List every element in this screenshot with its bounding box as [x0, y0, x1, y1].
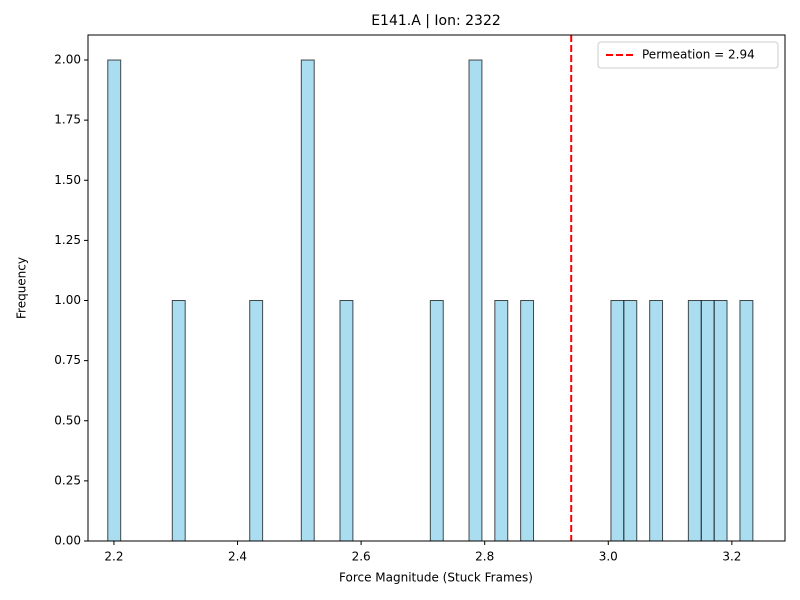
plot-frame — [87, 34, 786, 542]
bar — [649, 300, 664, 542]
bar — [610, 300, 625, 542]
bar — [468, 59, 483, 542]
bar — [687, 300, 702, 542]
x-tick-label: 2.8 — [475, 550, 494, 564]
legend-label: Permeation = 2.94 — [642, 48, 755, 62]
x-tick-label: 2.4 — [228, 550, 247, 564]
x-tick-label: 2.6 — [352, 550, 371, 564]
y-tick-label: 1.25 — [54, 233, 81, 247]
bar — [249, 300, 264, 542]
bar — [171, 300, 186, 542]
x-tick-label: 2.2 — [104, 550, 123, 564]
x-axis-label: Force Magnitude (Stuck Frames) — [339, 571, 533, 585]
x-tick-label: 3.0 — [599, 550, 618, 564]
bar — [494, 300, 509, 542]
y-tick-label: 0.50 — [54, 413, 81, 427]
y-axis-label: Frequency — [15, 257, 29, 319]
bar — [339, 300, 354, 542]
legend-box — [597, 41, 779, 69]
bar — [107, 59, 122, 542]
bar — [739, 300, 754, 542]
bar — [713, 300, 728, 542]
bar — [520, 300, 535, 542]
y-tick-label: 0.75 — [54, 353, 81, 367]
bar — [429, 300, 444, 542]
y-tick-label: 1.00 — [54, 293, 81, 307]
bar — [300, 59, 315, 542]
bar — [700, 300, 715, 542]
y-tick-label: 0.25 — [54, 473, 81, 487]
bar — [623, 300, 638, 542]
y-tick-label: 2.00 — [54, 53, 81, 67]
y-tick-label: 1.50 — [54, 173, 81, 187]
y-tick-label: 0.00 — [54, 534, 81, 548]
x-tick-label: 3.2 — [722, 550, 741, 564]
chart-title: E141.A | Ion: 2322 — [371, 13, 501, 29]
y-tick-label: 1.75 — [54, 113, 81, 127]
